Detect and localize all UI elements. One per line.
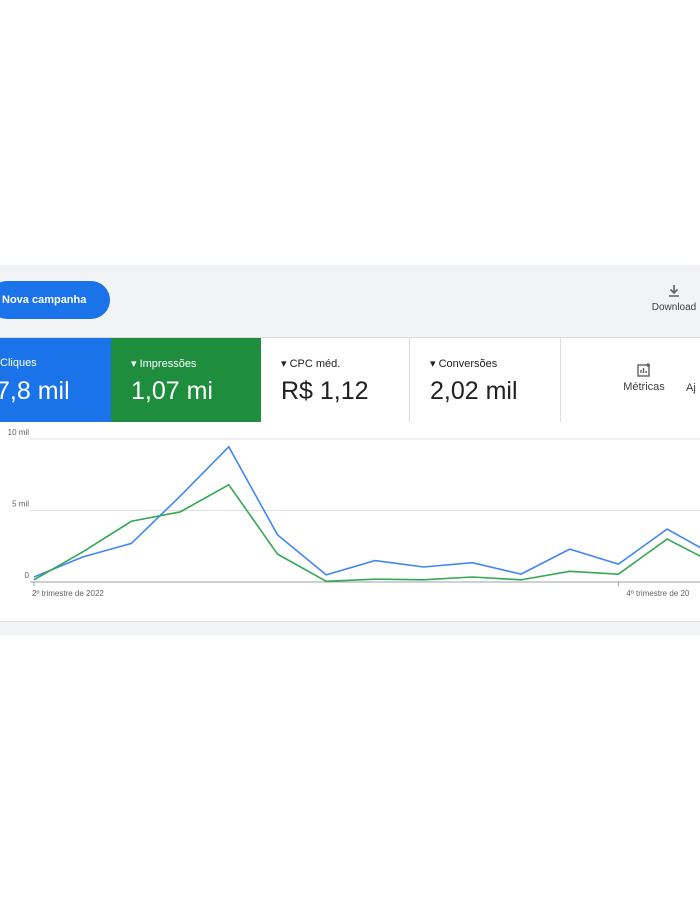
series-line (33, 483, 700, 583)
x-tick-label: 2º trimestre de 2022 (32, 589, 104, 598)
download-icon (669, 285, 679, 297)
metric-card[interactable]: ▾ Impressões 1,07 mi (111, 338, 261, 422)
download-button[interactable]: Download (648, 283, 700, 313)
metric-label: ▾ Impressões (131, 358, 197, 370)
tool-icon-space (686, 362, 700, 382)
y-tick-label: 5 mil (12, 500, 29, 509)
metric-value: 7,8 mil (0, 377, 70, 405)
y-tick-label: 10 mil (8, 428, 30, 437)
metric-value: 2,02 mil (430, 377, 518, 405)
x-tick-label: 4º trimestre de 20 (626, 589, 690, 598)
tool-label: Aj (686, 382, 696, 394)
adjust-tool[interactable]: Aj (686, 362, 700, 394)
metric-cards: Cliques 7,8 mil ▾ Impressões 1,07 mi ▾ C… (0, 337, 700, 423)
metric-value: 1,07 mi (131, 377, 213, 405)
metric-label: ▾ CPC méd. (281, 358, 341, 370)
tool-label: Métricas (623, 381, 665, 393)
series-line (33, 445, 700, 578)
metric-card[interactable]: ▾ Conversões 2,02 mil (410, 338, 561, 422)
metric-label-text: Conversões (438, 358, 498, 370)
metric-card[interactable]: Cliques 7,8 mil (0, 338, 111, 422)
metric-label: Cliques (0, 357, 37, 369)
metrics-icon (637, 363, 650, 377)
y-tick-label: 0 (25, 571, 30, 580)
metric-label-text: CPC méd. (289, 358, 341, 370)
metric-label-text: Impressões (139, 358, 197, 370)
download-label: Download (651, 302, 697, 313)
campaign-panel: Nova campanha Download Cliques 7,8 mil ▾… (0, 265, 700, 635)
metrics-tool[interactable]: Métricas (616, 362, 672, 393)
chart: 0 5 mil 10 mil 2º trimestre de 2022 4º trime… (8, 428, 700, 598)
metric-card[interactable]: ▾ CPC méd. R$ 1,12 (261, 338, 410, 422)
chart-area: 0 5 mil 10 mil 2º trimestre de 2022 4º trime… (0, 422, 700, 622)
new-campaign-button[interactable]: Nova campanha (0, 281, 110, 319)
metric-value: R$ 1,12 (281, 377, 369, 405)
metric-label: ▾ Conversões (430, 358, 498, 370)
